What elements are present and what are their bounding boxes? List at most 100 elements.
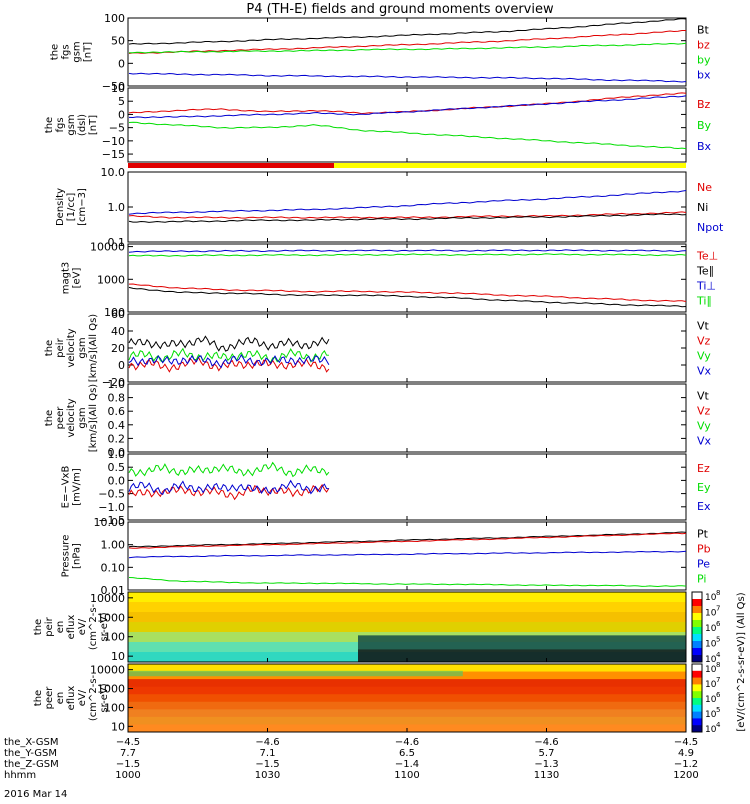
panel-frame: [127, 383, 687, 453]
colorbar-band: [692, 670, 702, 679]
legend-Ey: Ey: [697, 481, 711, 494]
ylabel-line: (cm^2-s-: [88, 603, 99, 650]
spec-band: [128, 664, 686, 673]
ylabel-line: Pressure: [61, 535, 72, 578]
series-Te⊥: [128, 283, 687, 302]
colorbar-band: [692, 677, 702, 685]
legend-Te∥: Te∥: [696, 264, 714, 277]
orbit-row-value: −4.6: [395, 737, 419, 748]
series-Ti⊥: [128, 249, 687, 253]
panel-density: 10.0 1.0 0.1 Density [1/cc] [cm−3] Ne Ni Npot: [55, 166, 724, 249]
colorbar-tick: 10: [705, 655, 717, 665]
series-by: [129, 42, 687, 54]
series-By: [128, 121, 687, 150]
orbit-row-value: 1100: [394, 770, 419, 781]
ylabel-line: sr-eV): [99, 612, 110, 641]
mode-bar-slow: [128, 163, 334, 168]
orbit-row-label: hhmm: [4, 770, 36, 781]
orbit-row-value: 1200: [673, 770, 698, 781]
series-bz: [128, 30, 686, 54]
series-Pe: [128, 550, 687, 559]
spectrogram-peir-en-eflux: 10000 1000 100 10 the peir en eflux eV/(cm^2-s-s…: [33, 591, 687, 663]
ytick-label: 5: [118, 95, 125, 108]
legend-Vz: Vz: [697, 404, 711, 417]
orbit-row-value: 1130: [534, 770, 559, 781]
ylabel-line: gsm: [77, 337, 88, 358]
ylabel-line: magt3: [61, 262, 72, 295]
colorbar-band: [692, 664, 702, 672]
ytick-label: −10: [102, 135, 125, 148]
spec-band: [128, 716, 686, 725]
series-Vx: [128, 354, 330, 369]
chart-title: P4 (TH-E) fields and ground moments over…: [246, 2, 554, 17]
orbit-row-label: the_Z-GSM: [4, 759, 59, 770]
ytick-label: 0.10: [101, 561, 126, 574]
legend-Pb: Pb: [697, 542, 711, 555]
series-Ex: [128, 479, 329, 496]
ylabel-line: (dsl): [77, 114, 88, 136]
orbit-row-label: the_Y-GSM: [4, 748, 57, 759]
colorbar-frame: [691, 591, 703, 663]
legend-Pt: Pt: [697, 527, 709, 540]
ylabel-line: the: [44, 117, 55, 133]
ytick-label: 100: [104, 701, 125, 714]
ytick-label: 10000: [90, 241, 125, 254]
orbit-row-value: −4.6: [534, 737, 558, 748]
ylabel-line: [nT]: [88, 115, 99, 135]
ylabel-line: [nPa]: [72, 543, 83, 569]
colorbar-tick: 10: [705, 593, 717, 603]
ylabel-line: fgs: [55, 117, 66, 132]
legend-Pi: Pi: [697, 573, 706, 586]
series-Pi: [128, 577, 687, 588]
legend-Ez: Ez: [697, 462, 710, 475]
colorbar-tick: 10: [705, 695, 717, 705]
ylabel-line: eflux: [66, 686, 77, 711]
ytick-label: 10000: [90, 592, 125, 605]
ylabel-line: [mV/m]: [72, 468, 83, 506]
ylabel-line: [nT]: [83, 42, 94, 62]
series-Vz: [128, 356, 330, 373]
ytick-label: 0.8: [108, 392, 126, 405]
ytick-label: 100: [104, 306, 125, 319]
legend-Pe: Pe: [697, 558, 710, 571]
panel-frame: [127, 313, 687, 383]
panel-pressure: 10.00 1.00 0.10 0.01 Pressure [nPa] Pt Pb Pe Pi: [61, 516, 711, 597]
spec-fill-black: [358, 635, 686, 662]
ylabel-line: peer: [55, 406, 66, 430]
ytick-label: −5: [109, 122, 125, 135]
ytick-label: 0: [118, 359, 125, 372]
series-Bx: [128, 95, 687, 119]
legend-bz: bz: [697, 38, 710, 51]
ytick-label: 10.0: [101, 166, 126, 179]
legend-Vx: Vx: [697, 365, 712, 378]
ytick-label: 10: [111, 720, 125, 733]
ytick-label: 0.0: [108, 474, 126, 487]
ylabel-line: the: [33, 690, 44, 706]
legend-By: By: [697, 119, 712, 132]
series-Ti∥: [128, 253, 687, 257]
date-label: 2016 Mar 14: [4, 789, 67, 800]
series-Ez: [128, 483, 330, 501]
colorbar-tick: 10: [705, 710, 717, 720]
ytick-label: 1.0: [108, 378, 126, 391]
series-Vy: [128, 347, 329, 364]
series-Bt: [128, 18, 687, 45]
legend-Vz: Vz: [697, 334, 711, 347]
colorbar-tick: 10: [705, 725, 717, 735]
colorbar-tick-exp: 5: [716, 636, 720, 644]
ytick-label: −50: [102, 80, 125, 93]
spec-band: [128, 622, 686, 633]
colorbar-frame: [691, 663, 703, 733]
colorbar-tick: 10: [705, 640, 717, 650]
ytick-label: 0.6: [108, 405, 126, 418]
colorbar-tick-exp: 6: [716, 620, 721, 628]
ylabel-line: en: [55, 621, 66, 634]
legend-by: by: [697, 54, 711, 67]
colorbar-band: [692, 634, 702, 642]
ytick-label: 10: [111, 82, 125, 95]
legend-Vy: Vy: [697, 420, 711, 433]
ytick-label: 100: [104, 631, 125, 644]
